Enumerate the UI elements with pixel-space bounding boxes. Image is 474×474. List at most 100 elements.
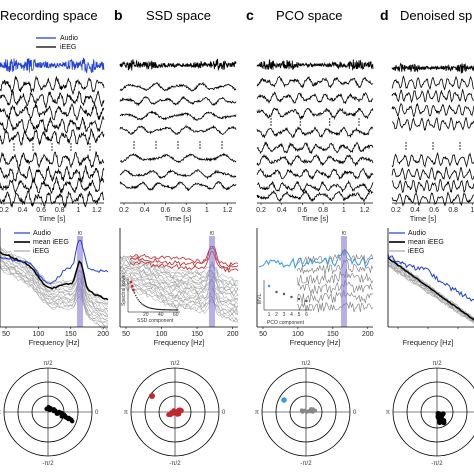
denoised-trace [391, 62, 474, 74]
denoised-ellipsis-dot [432, 145, 434, 147]
ssd-inset-tick-60: 60 [173, 312, 179, 318]
panel-d-letter: d [380, 7, 389, 23]
time-tick-label: 0.2 [0, 207, 9, 214]
ssd-inset-point [160, 308, 162, 311]
pco-inset-point [282, 292, 286, 296]
denoised-trace [391, 191, 474, 207]
ssd-spectrum-line [119, 261, 239, 294]
denoised-trace [391, 151, 474, 169]
ieeg-spectrum-line [0, 254, 109, 313]
ssd-inset-point [162, 309, 165, 311]
pco-inset-tick: 6 [305, 312, 308, 318]
pco-trace [256, 179, 374, 193]
pco-ellipsis-dot [328, 124, 331, 126]
legend-audio-label: Audio [60, 35, 78, 42]
ssd-inset-point [143, 304, 145, 307]
pco-inset-point [267, 284, 271, 288]
ssd-inset-ylabel: Spectral power [121, 272, 127, 306]
polar-label-right: 0 [95, 410, 99, 416]
time-tick-label: 1.2 [223, 207, 233, 214]
pco-trace [256, 91, 374, 104]
ssd-top-component [129, 247, 239, 271]
polar-label-right: 0 [222, 410, 226, 416]
traces-denoised [391, 62, 474, 207]
ssd-inset-point [157, 308, 160, 311]
ssd-trace [119, 180, 237, 192]
pco-trace [256, 154, 374, 167]
ssd-inset-point [145, 306, 148, 308]
ssd-spectrum-line [119, 256, 239, 285]
phase-point [48, 406, 53, 411]
ssd-spectrum-line [119, 283, 239, 323]
ssd-inset-tick-40: 40 [158, 312, 164, 318]
spectrum-denoised: Frequency [Hz] [387, 228, 474, 347]
time-tick-label: 1.2 [92, 207, 102, 214]
spectrum-tick-label: 100 [292, 331, 304, 338]
denoised-audio-spectrum [387, 254, 474, 302]
denoised-trace [391, 88, 474, 104]
spec-d-legend-audio: Audio [408, 230, 426, 237]
spectrum-ssd: f0 50 100 150 200 Frequency [Hz] [119, 228, 239, 347]
pco-ellipsis-dot [299, 124, 302, 126]
ssd-inset-point [166, 309, 168, 311]
polar-label-bottom: -π/2 [42, 461, 54, 467]
time-tick-label: 0.4 [140, 207, 150, 214]
audio-spectrum [0, 239, 109, 285]
polar-label-top: π/2 [301, 361, 311, 367]
ssd-inset-point [153, 308, 155, 310]
polar-label-bottom: -π/2 [169, 461, 181, 467]
spectrum-tick-label: 50 [259, 331, 267, 338]
ssd-spectrum-line [119, 284, 239, 323]
ssd-trace [119, 152, 237, 164]
denoised-ellipsis-dot [405, 148, 407, 150]
ssd-inset-point [132, 288, 135, 292]
time-tick-label: 1 [342, 207, 346, 214]
time-tick-label: 0.8 [318, 207, 328, 214]
denoised-ellipsis-dot [459, 148, 461, 150]
denoised-trace [391, 166, 474, 182]
ssd-inset-point [130, 284, 134, 288]
pco-spectrum-line [296, 301, 374, 313]
pco-ellipsis-dot [358, 121, 360, 123]
pco-inset-point [297, 297, 301, 301]
peak-label: f0 [210, 231, 214, 237]
ssd-trace [119, 58, 237, 71]
ssd-inset-point [147, 306, 149, 308]
spectrum-tick-label: 50 [2, 331, 10, 338]
ssd-spectrum-line [119, 276, 239, 312]
polar-label-left: π [386, 410, 390, 416]
time-tick-label: 0.2 [256, 207, 266, 214]
spectrum-tick-label: 200 [227, 331, 239, 338]
ssd-inset-point [172, 309, 174, 311]
denoised-trace [391, 102, 474, 118]
recording-ellipsis-dot [70, 146, 72, 148]
time-axis-label: Time [s] [410, 214, 436, 223]
recording-trace [0, 75, 105, 96]
recording-ellipsis-dot [32, 143, 34, 145]
spectrum-tick-label: 200 [97, 331, 109, 338]
pco-trace [256, 126, 373, 139]
polar-label-left: π [124, 410, 128, 416]
ssd-trace [119, 95, 237, 107]
ieeg-spectrum-line [0, 256, 109, 317]
time-axis-label: Time [s] [39, 214, 65, 223]
denoised-ieeg-spectrum [387, 263, 474, 321]
time-tick-label: 0.4 [18, 207, 28, 214]
recording-ellipsis-dot [51, 146, 53, 148]
time-tick-label: 0.6 [161, 207, 171, 214]
pco-inset-point [305, 299, 308, 303]
time-tick-label: 0.6 [429, 207, 439, 214]
ssd-inset-point [139, 301, 142, 304]
recording-ellipsis-dot [89, 143, 91, 145]
ssd-ellipsis-dot [177, 141, 179, 143]
polar-label-right: 0 [353, 410, 357, 416]
denoised-ieeg-spectrum [387, 264, 474, 325]
ssd-inset-point [138, 300, 141, 302]
ssd-inset-point [163, 309, 166, 311]
denoised-ellipsis-dot [405, 145, 407, 147]
pco-ellipsis-dot [358, 118, 360, 120]
ssd-inset-point [144, 305, 147, 307]
ssd-ellipsis-dot [199, 141, 201, 143]
denoised-trace [391, 75, 474, 91]
denoised-trace [391, 178, 474, 194]
